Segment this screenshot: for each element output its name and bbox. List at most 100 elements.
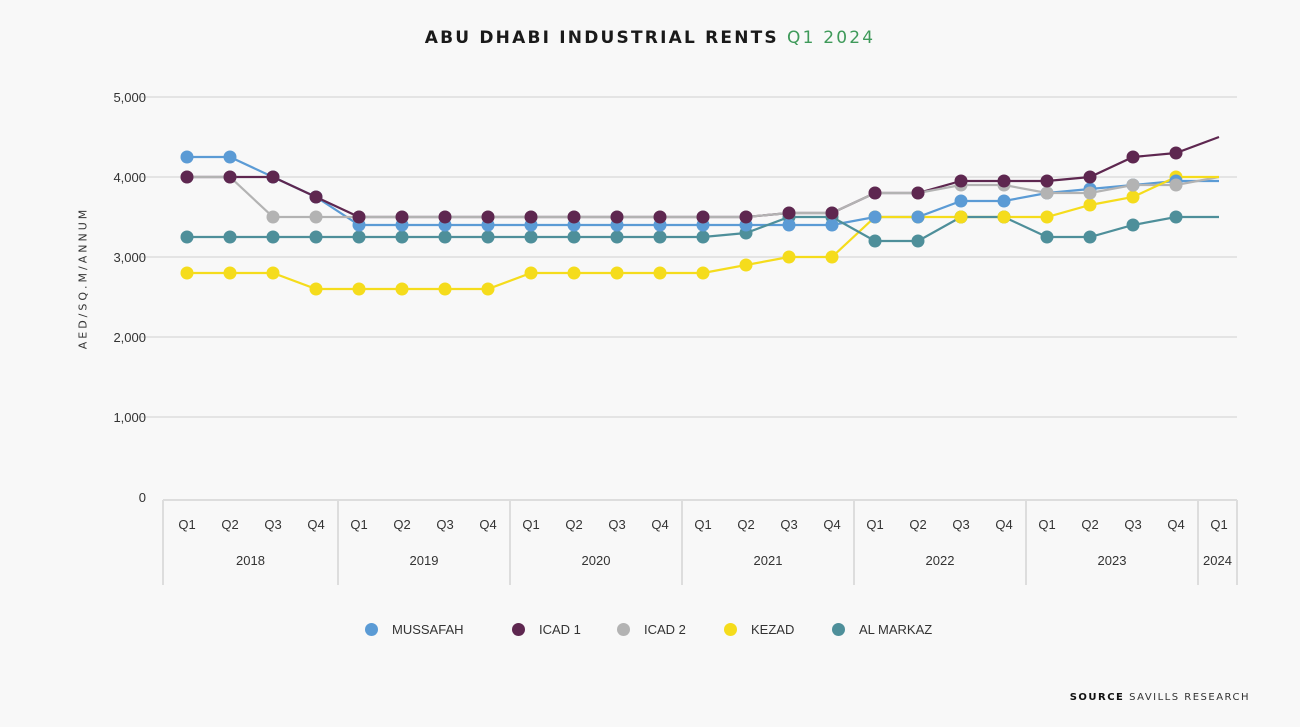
legend-item: ICAD 2	[617, 622, 686, 637]
data-point-mussafah	[825, 218, 839, 232]
data-point-kezad	[481, 282, 495, 296]
data-point-icad-2	[266, 210, 280, 224]
y-tick-label: 3,000	[113, 250, 146, 265]
legend-item: AL MARKAZ	[832, 622, 932, 637]
x-tick-quarter: Q2	[393, 517, 410, 532]
y-tick-label: 2,000	[113, 330, 146, 345]
x-tick-quarter: Q2	[1081, 517, 1098, 532]
x-tick-quarter: Q1	[694, 517, 711, 532]
x-tick-quarter: Q3	[780, 517, 797, 532]
data-point-kezad	[782, 250, 796, 264]
data-point-icad-1	[223, 170, 237, 184]
x-tick-quarter: Q1	[1038, 517, 1055, 532]
legend-marker-icon	[617, 623, 630, 636]
y-tick-label: 5,000	[113, 90, 146, 105]
data-point-icad-1	[696, 210, 710, 224]
x-tick-quarter: Q4	[479, 517, 496, 532]
data-point-al-markaz	[395, 230, 409, 244]
data-point-al-markaz	[567, 230, 581, 244]
data-point-al-markaz	[610, 230, 624, 244]
data-point-al-markaz	[653, 230, 667, 244]
legend-label: KEZAD	[751, 622, 795, 637]
data-point-kezad	[438, 282, 452, 296]
source-label: SOURCE	[1069, 692, 1125, 703]
data-point-icad-1	[1083, 170, 1097, 184]
x-tick-quarter: Q1	[866, 517, 883, 532]
data-point-icad-1	[352, 210, 366, 224]
legend-item: ICAD 1	[512, 622, 581, 637]
data-point-kezad	[653, 266, 667, 280]
data-point-icad-1	[481, 210, 495, 224]
data-point-mussafah	[868, 210, 882, 224]
data-point-al-markaz	[1040, 230, 1054, 244]
data-point-al-markaz	[524, 230, 538, 244]
data-point-al-markaz	[266, 230, 280, 244]
data-point-kezad	[739, 258, 753, 272]
x-tick-quarter: Q4	[651, 517, 668, 532]
chart-title-main: ABU DHABI INDUSTRIAL RENTS	[424, 28, 779, 48]
data-point-icad-1	[868, 186, 882, 200]
x-tick-year: 2023	[1098, 553, 1127, 568]
x-tick-quarter: Q2	[565, 517, 582, 532]
data-point-icad-2	[1169, 178, 1183, 192]
x-tick-quarter: Q3	[1124, 517, 1141, 532]
legend-label: ICAD 1	[539, 622, 581, 637]
x-tick-year: 2021	[754, 553, 783, 568]
data-point-al-markaz	[481, 230, 495, 244]
x-tick-quarter: Q3	[952, 517, 969, 532]
legend-label: MUSSAFAH	[392, 622, 464, 637]
y-tick-label: 1,000	[113, 410, 146, 425]
data-point-icad-1	[653, 210, 667, 224]
x-tick-quarter: Q1	[178, 517, 195, 532]
data-point-icad-1	[954, 174, 968, 188]
data-point-mussafah	[997, 194, 1011, 208]
data-point-icad-1	[266, 170, 280, 184]
data-point-mussafah	[223, 150, 237, 164]
data-point-icad-1	[610, 210, 624, 224]
x-tick-quarter: Q3	[436, 517, 453, 532]
data-point-al-markaz	[352, 230, 366, 244]
data-point-kezad	[610, 266, 624, 280]
legend-item: KEZAD	[724, 622, 794, 637]
data-point-icad-1	[309, 190, 323, 204]
x-tick-quarter: Q2	[909, 517, 926, 532]
data-point-icad-2	[1040, 186, 1054, 200]
legend-marker-icon	[512, 623, 525, 636]
x-tick-year: 2020	[582, 553, 611, 568]
x-tick-year: 2022	[926, 553, 955, 568]
data-point-icad-2	[1083, 186, 1097, 200]
x-tick-quarter: Q1	[522, 517, 539, 532]
data-point-icad-1	[997, 174, 1011, 188]
x-tick-quarter: Q4	[995, 517, 1012, 532]
data-point-kezad	[954, 210, 968, 224]
data-point-icad-1	[825, 206, 839, 220]
data-point-icad-1	[911, 186, 925, 200]
x-tick-quarter: Q4	[823, 517, 840, 532]
data-point-mussafah	[954, 194, 968, 208]
data-point-kezad	[395, 282, 409, 296]
data-point-icad-1	[524, 210, 538, 224]
data-point-kezad	[180, 266, 194, 280]
data-point-icad-2	[309, 210, 323, 224]
y-tick-label: 0	[139, 490, 146, 505]
source-text: SAVILLS RESEARCH	[1129, 692, 1250, 703]
data-point-kezad	[309, 282, 323, 296]
chart-title: ABU DHABI INDUSTRIAL RENTS Q1 2024	[0, 28, 1300, 48]
data-point-icad-1	[567, 210, 581, 224]
data-point-al-markaz	[223, 230, 237, 244]
data-point-icad-1	[438, 210, 452, 224]
legend-label: ICAD 2	[644, 622, 686, 637]
data-point-mussafah	[180, 150, 194, 164]
legend-marker-icon	[365, 623, 378, 636]
source-note: SOURCE SAVILLS RESEARCH	[1070, 692, 1250, 703]
x-tick-quarter: Q1	[1210, 517, 1227, 532]
x-tick-quarter: Q4	[1167, 517, 1184, 532]
data-point-al-markaz	[868, 234, 882, 248]
data-point-kezad	[567, 266, 581, 280]
chart-title-highlight: Q1 2024	[787, 28, 876, 48]
x-tick-year: 2018	[236, 553, 265, 568]
x-tick-quarter: Q4	[307, 517, 324, 532]
data-point-al-markaz	[911, 234, 925, 248]
data-point-icad-1	[782, 206, 796, 220]
